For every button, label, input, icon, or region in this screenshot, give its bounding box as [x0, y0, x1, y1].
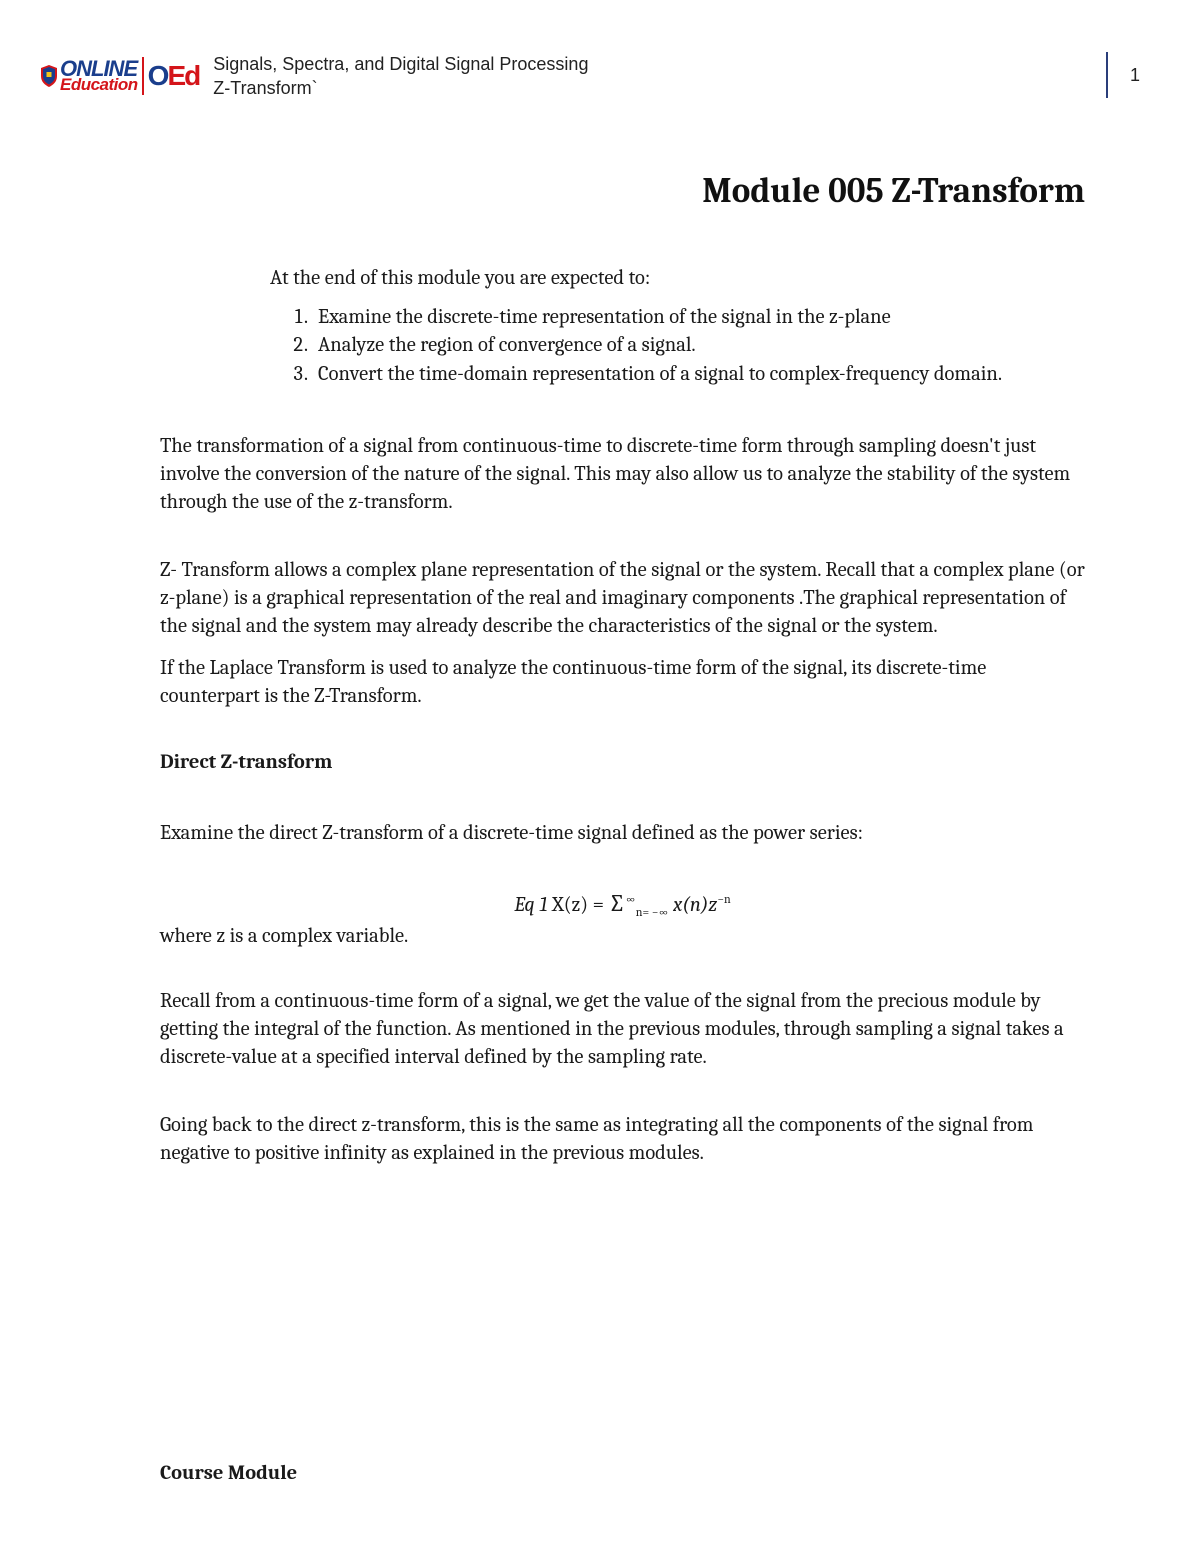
- where-line: where z is a complex variable.: [160, 925, 1085, 948]
- logo-oed-d: d: [184, 60, 199, 91]
- logo-text: ONLINE Education: [60, 60, 138, 93]
- header-course-block: Signals, Spectra, and Digital Signal Pro…: [213, 52, 588, 101]
- sum-upper: ∞: [626, 892, 636, 906]
- course-subtitle: Z-Transform`: [213, 76, 588, 100]
- intro-block: At the end of this module you are expect…: [270, 267, 1085, 389]
- paragraph: Going back to the direct z-transform, th…: [160, 1112, 1085, 1168]
- header-left: ONLINE Education OEd Signals, Spectra, a…: [40, 52, 588, 101]
- eq-label: Eq 1: [514, 894, 547, 917]
- sum-lower: n= −∞: [636, 905, 669, 919]
- eq-lhs: X(z) =: [552, 894, 604, 917]
- objectives-list: Examine the discrete-time representation…: [270, 304, 1085, 389]
- paragraph: The transformation of a signal from cont…: [160, 433, 1085, 517]
- page-header: ONLINE Education OEd Signals, Spectra, a…: [40, 52, 1140, 101]
- eq-exp: −n: [717, 892, 730, 906]
- logo-line2: Education: [60, 78, 138, 92]
- shield-icon: [40, 65, 58, 87]
- equation: Eq 1 X(z) = ∑∞n= −∞ x(n)z−n: [160, 889, 1085, 919]
- logo-divider: [142, 57, 144, 95]
- logo-oed-e: E: [167, 60, 184, 91]
- footer-label: Course Module: [160, 1462, 297, 1485]
- section-heading: Direct Z-transform: [160, 751, 1085, 774]
- brand-logo: ONLINE Education OEd: [40, 57, 199, 95]
- sigma-symbol: ∑: [609, 889, 626, 917]
- course-title: Signals, Spectra, and Digital Signal Pro…: [213, 52, 588, 76]
- paragraph: Z- Transform allows a complex plane repr…: [160, 557, 1085, 641]
- paragraph: Recall from a continuous-time form of a …: [160, 988, 1085, 1072]
- page-content: Module 005 Z-Transform At the end of thi…: [160, 170, 1085, 1208]
- header-right: 1: [1106, 52, 1140, 98]
- intro-lead: At the end of this module you are expect…: [270, 267, 1085, 290]
- header-vertical-line: [1106, 52, 1108, 98]
- page-number: 1: [1130, 65, 1140, 86]
- objective-item: Convert the time-domain representation o…: [312, 361, 1085, 389]
- paragraph: Examine the direct Z-transform of a disc…: [160, 820, 1085, 848]
- objective-item: Examine the discrete-time representation…: [312, 304, 1085, 332]
- module-title: Module 005 Z-Transform: [160, 170, 1085, 211]
- logo-oed-o: O: [148, 60, 168, 91]
- paragraph: If the Laplace Transform is used to anal…: [160, 655, 1085, 711]
- eq-body: x(n)z: [673, 894, 717, 917]
- objective-item: Analyze the region of convergence of a s…: [312, 332, 1085, 360]
- logo-oed: OEd: [148, 60, 200, 92]
